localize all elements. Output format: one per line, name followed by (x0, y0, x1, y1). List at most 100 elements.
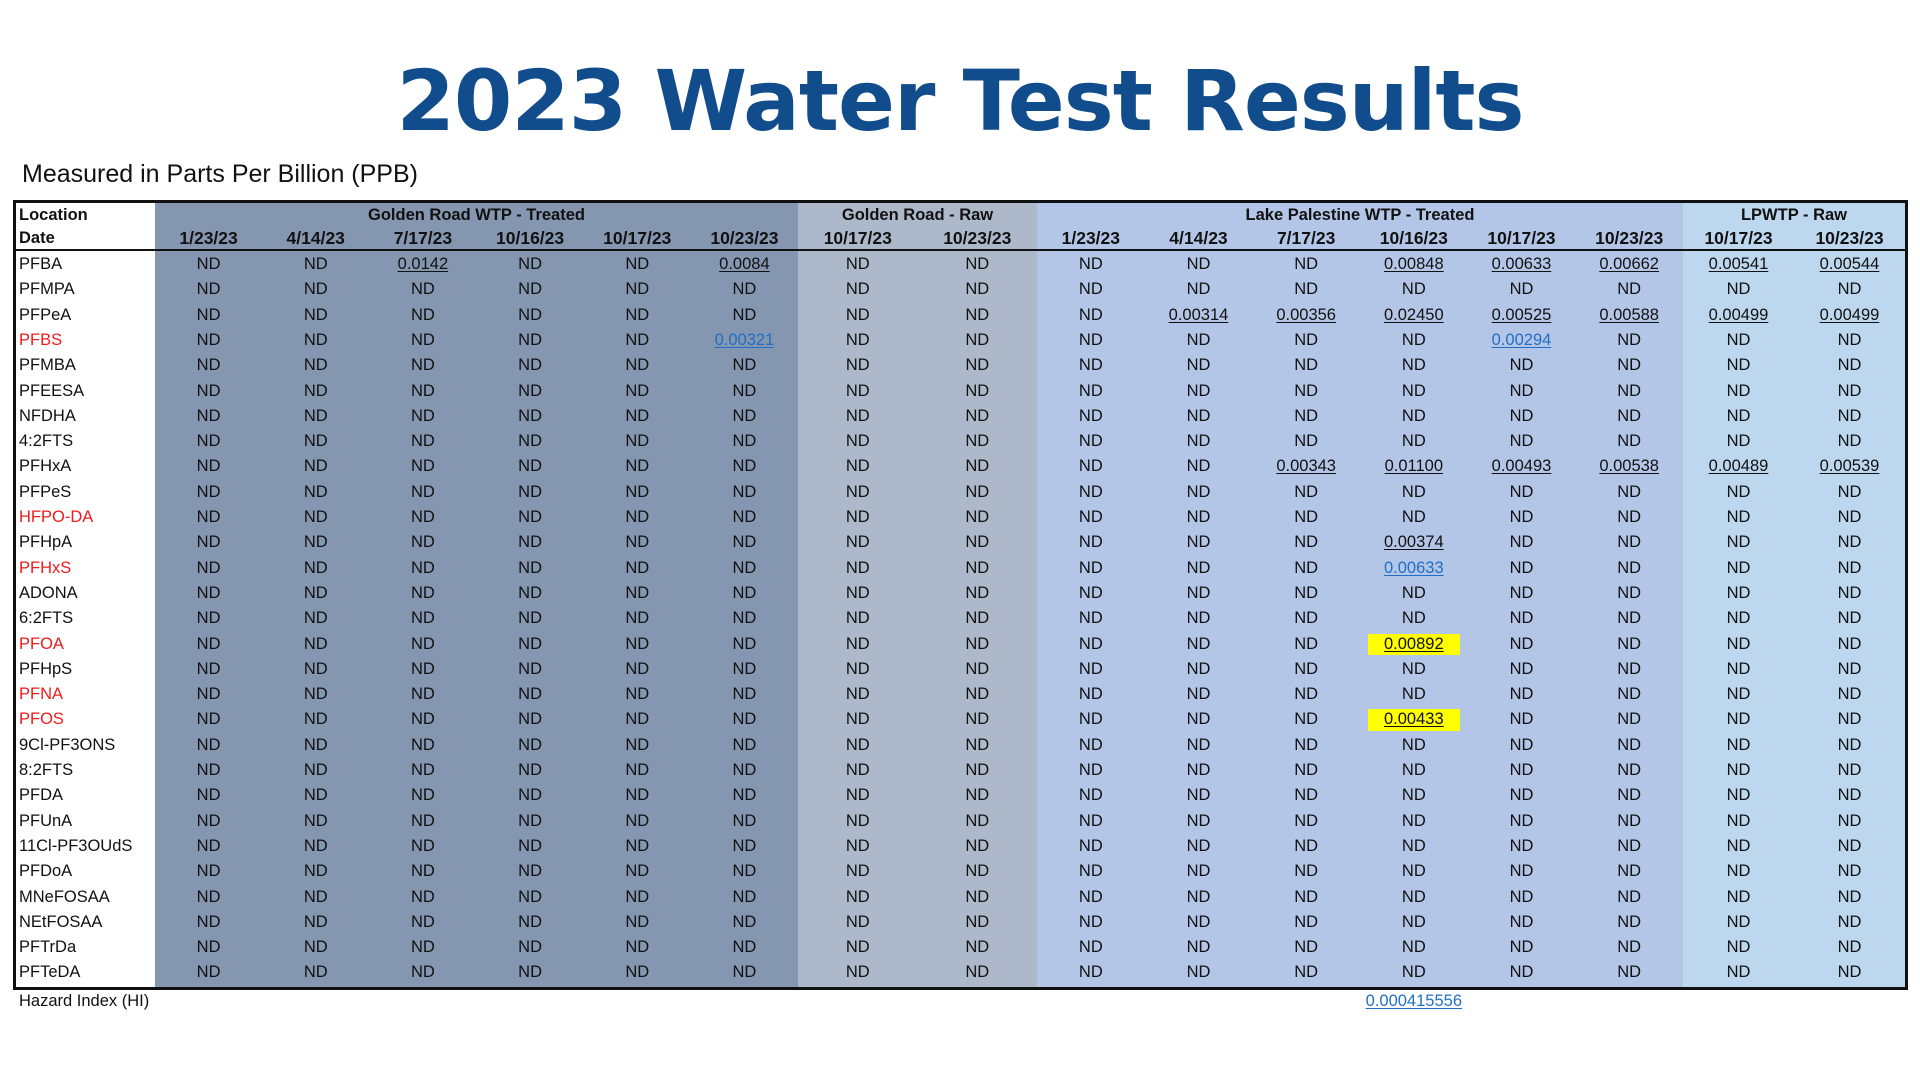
result-value: ND (732, 381, 757, 400)
result-value: ND (1726, 938, 1751, 957)
result-value: ND (1294, 938, 1319, 957)
value-cell: ND (369, 707, 476, 732)
value-cell: ND (1468, 429, 1576, 454)
value-cell: ND (691, 632, 798, 657)
value-cell: ND (1252, 480, 1360, 505)
result-value: ND (518, 457, 542, 476)
result-value: ND (732, 912, 757, 931)
result-value: ND (965, 406, 990, 425)
result-value: ND (1617, 508, 1642, 526)
result-value: ND (1837, 432, 1862, 451)
table-row: PFOA ND ND ND ND ND ND ND ND ND ND ND 0.00892 ND ND ND N… (16, 632, 1905, 657)
result-value: ND (845, 685, 870, 704)
bg-lpwtp-raw (1683, 203, 1905, 987)
result-value: ND (1509, 558, 1534, 577)
result-value: ND (1726, 862, 1751, 881)
result-value: ND (1078, 887, 1103, 906)
result-value: ND (965, 255, 990, 273)
result-link[interactable]: 0.00321 (714, 330, 775, 349)
result-value: ND (732, 786, 757, 805)
value-cell: ND (1145, 556, 1253, 581)
value-cell: ND (1794, 809, 1905, 834)
value-cell: ND (262, 606, 369, 631)
result-link[interactable]: 0.00633 (1384, 558, 1444, 577)
hazard-index-link[interactable]: 0.000415556 (1365, 991, 1462, 1010)
compound-label: PFMPA (19, 280, 75, 299)
value-cell: ND (1468, 632, 1576, 657)
hazard-index-row: Hazard Index (HI) 0.000415556 (16, 989, 1905, 1012)
value-cell: ND (691, 834, 798, 859)
value-cell: ND (798, 783, 918, 808)
value-cell: ND (584, 758, 691, 783)
result-value: ND (303, 406, 328, 425)
value-cell: ND (1037, 530, 1145, 555)
table-row: PFBS ND ND ND ND ND 0.00321 ND ND ND ND ND ND 0.00294… (16, 328, 1905, 353)
value-cell: ND (369, 404, 476, 429)
hazard-index-value[interactable]: 0.000415556 (1360, 990, 1468, 1012)
result-value: ND (518, 634, 542, 653)
value-cell: ND (477, 682, 584, 707)
table-row: PFPeS ND ND ND ND ND ND ND ND ND ND ND ND ND ND ND ND (16, 480, 1905, 505)
result-value: ND (1401, 735, 1426, 754)
value-cell: ND (1575, 885, 1683, 910)
value-cell[interactable]: 0.00633 (1360, 556, 1468, 581)
value-cell: ND (369, 454, 476, 479)
result-value: ND (732, 305, 757, 324)
result-value: ND (410, 482, 435, 501)
value-cell: ND (1683, 707, 1794, 732)
result-value: ND (625, 482, 650, 501)
compound-label: ADONA (19, 583, 78, 602)
value-cell: ND (1794, 758, 1905, 783)
result-value: ND (410, 786, 435, 805)
result-value: ND (518, 330, 542, 349)
result-value: ND (1617, 558, 1642, 577)
value-cell: ND (584, 353, 691, 378)
value-cell: ND (1575, 834, 1683, 859)
result-value: ND (1837, 710, 1862, 729)
result-value: ND (1294, 887, 1319, 906)
value-cell: ND (584, 303, 691, 328)
result-value: ND (1401, 280, 1426, 299)
result-value: ND (1837, 356, 1862, 375)
result-value: ND (410, 381, 435, 400)
value-cell: ND (369, 809, 476, 834)
value-cell[interactable]: 0.00321 (691, 328, 798, 353)
value-cell: 0.00374 (1360, 530, 1468, 555)
result-value: ND (1726, 912, 1751, 931)
value-cell: ND (584, 935, 691, 960)
value-cell: ND (1037, 910, 1145, 935)
value-cell: ND (1037, 733, 1145, 758)
value-cell: ND (918, 480, 1038, 505)
value-cell: ND (1037, 632, 1145, 657)
value-cell: ND (798, 910, 918, 935)
value-cell[interactable]: 0.00294 (1468, 328, 1576, 353)
value-cell: ND (1683, 353, 1794, 378)
value-cell: ND (1468, 379, 1576, 404)
compound-label: PFHpA (19, 533, 73, 552)
value-cell: ND (584, 783, 691, 808)
value-cell: ND (477, 783, 584, 808)
value-cell: ND (155, 303, 262, 328)
value-cell: ND (1252, 505, 1360, 530)
value-cell: ND (1037, 809, 1145, 834)
value-cell: ND (1252, 277, 1360, 302)
result-value: ND (410, 761, 435, 779)
table-row: ADONA ND ND ND ND ND ND ND ND ND ND ND ND ND ND ND ND (16, 581, 1905, 606)
compound-label: PFPeA (19, 305, 72, 324)
result-value: ND (196, 811, 221, 830)
result-value: ND (1617, 761, 1642, 779)
result-link[interactable]: 0.00294 (1491, 330, 1552, 349)
value-cell: ND (798, 657, 918, 682)
value-cell: 0.00588 (1575, 303, 1683, 328)
result-value: ND (1294, 836, 1319, 855)
result-value: ND (1294, 786, 1319, 805)
group-header: Lake Palestine WTP - Treated (1245, 206, 1475, 224)
result-value: ND (1617, 735, 1642, 754)
result-value: ND (1078, 432, 1103, 451)
result-value: ND (303, 432, 328, 451)
compound-label: NFDHA (19, 406, 76, 425)
value-cell: ND (798, 758, 918, 783)
value-cell: ND (584, 277, 691, 302)
result-value: ND (1186, 255, 1211, 273)
value-cell: ND (1575, 404, 1683, 429)
